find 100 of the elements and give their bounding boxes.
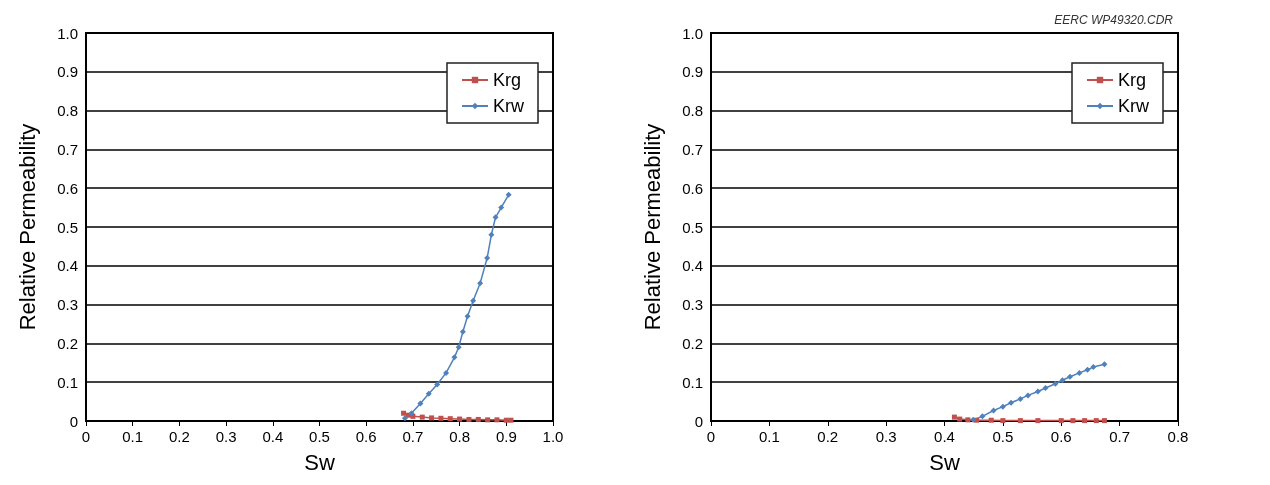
x-tick-label: 1.0 bbox=[542, 428, 564, 445]
legend-label: Krw bbox=[1118, 96, 1150, 116]
x-tick-label: 0.4 bbox=[934, 428, 955, 445]
point bbox=[434, 381, 441, 388]
point bbox=[492, 214, 499, 221]
point bbox=[425, 390, 432, 397]
point bbox=[965, 417, 971, 423]
y-tick-label: 0.5 bbox=[57, 218, 78, 236]
y-tick-label: 0.9 bbox=[57, 63, 78, 81]
point bbox=[484, 255, 491, 262]
y-tick-label: 0.1 bbox=[682, 373, 703, 391]
x-tick-label: 0.5 bbox=[992, 428, 1014, 445]
point bbox=[990, 407, 997, 414]
y-tick-label: 0 bbox=[694, 412, 703, 430]
y-tick-label: 0.2 bbox=[682, 334, 703, 352]
x-tick-label: 0.3 bbox=[875, 428, 897, 445]
point bbox=[429, 415, 435, 421]
y-tick-label: 0.5 bbox=[682, 218, 703, 236]
point bbox=[451, 354, 458, 361]
x-axis-title: Sw bbox=[304, 449, 335, 475]
point bbox=[1084, 366, 1091, 373]
y-tick-label: 1.0 bbox=[57, 24, 78, 42]
legend-label: Krw bbox=[493, 96, 525, 116]
point bbox=[1067, 373, 1074, 380]
point bbox=[505, 191, 512, 198]
y-tick-label: 0 bbox=[69, 412, 78, 430]
point bbox=[1076, 369, 1083, 376]
point bbox=[401, 410, 407, 416]
point bbox=[1101, 418, 1107, 424]
x-tick-label: 0.2 bbox=[817, 428, 839, 445]
y-tick-label: 0.8 bbox=[57, 102, 78, 120]
x-tick-label: 0.1 bbox=[122, 428, 144, 445]
point bbox=[488, 231, 495, 238]
point bbox=[417, 400, 424, 407]
y-tick-label: 0.8 bbox=[682, 102, 703, 120]
point bbox=[1042, 385, 1049, 392]
y-axis-title: Relative Permeability bbox=[14, 123, 40, 331]
x-tick-label: 0.7 bbox=[1109, 428, 1131, 445]
point bbox=[1008, 399, 1015, 406]
point bbox=[1082, 418, 1088, 424]
point bbox=[1024, 392, 1031, 399]
y-tick-label: 1.0 bbox=[682, 24, 703, 42]
point bbox=[459, 328, 466, 335]
text: EERC WP49320.CDR bbox=[1054, 13, 1174, 27]
point bbox=[951, 414, 957, 420]
point bbox=[979, 413, 986, 420]
point bbox=[498, 204, 505, 211]
y-tick-label: 0.3 bbox=[682, 296, 703, 314]
point bbox=[477, 280, 484, 287]
point bbox=[485, 417, 491, 423]
point bbox=[475, 416, 481, 422]
point bbox=[999, 403, 1006, 410]
x-tick-label: 0.1 bbox=[758, 428, 780, 445]
y-tick-label: 0.7 bbox=[57, 140, 78, 158]
point bbox=[1090, 364, 1097, 371]
x-tick-label: 0.6 bbox=[355, 428, 377, 445]
point bbox=[1035, 418, 1041, 424]
y-tick-label: 0.1 bbox=[57, 373, 78, 391]
y-tick-label: 0.4 bbox=[682, 257, 703, 275]
x-axis-title: Sw bbox=[929, 449, 960, 475]
x-tick-label: 0.6 bbox=[1050, 428, 1072, 445]
point bbox=[508, 417, 514, 423]
point bbox=[419, 414, 425, 420]
point bbox=[988, 417, 994, 423]
x-tick-label: 0.4 bbox=[262, 428, 284, 445]
point bbox=[494, 417, 500, 423]
point bbox=[1093, 418, 1099, 424]
point bbox=[438, 415, 444, 421]
y-tick-label: 0.3 bbox=[57, 296, 78, 314]
point bbox=[443, 369, 450, 376]
point bbox=[457, 416, 463, 422]
x-tick-label: 0.7 bbox=[402, 428, 424, 445]
x-tick-label: 0.8 bbox=[1167, 428, 1189, 445]
point bbox=[401, 415, 408, 422]
y-tick-label: 0.6 bbox=[682, 179, 703, 197]
x-tick-label: 0.8 bbox=[449, 428, 471, 445]
y-tick-label: 0.2 bbox=[57, 334, 78, 352]
point bbox=[1017, 418, 1023, 424]
point bbox=[470, 297, 477, 304]
x-tick-label: 0.3 bbox=[215, 428, 237, 445]
y-tick-label: 0.6 bbox=[57, 179, 78, 197]
legend-label: Krg bbox=[1118, 70, 1147, 90]
y-axis-title: Relative Permeability bbox=[639, 123, 665, 331]
point bbox=[1059, 377, 1066, 384]
y-tick-label: 0.7 bbox=[682, 140, 703, 158]
y-tick-label: 0.4 bbox=[57, 257, 78, 275]
point bbox=[1034, 388, 1041, 395]
x-tick-label: 0.9 bbox=[495, 428, 517, 445]
y-tick-label: 0.9 bbox=[682, 63, 703, 81]
legend-label: Krg bbox=[493, 70, 522, 90]
point bbox=[447, 416, 453, 422]
point bbox=[970, 416, 977, 423]
point bbox=[1101, 361, 1108, 368]
point bbox=[957, 416, 963, 422]
x-tick-label: 0 bbox=[706, 428, 716, 445]
x-tick-label: 0.2 bbox=[168, 428, 190, 445]
point bbox=[1052, 380, 1059, 387]
point bbox=[466, 416, 472, 422]
point bbox=[464, 313, 471, 320]
point bbox=[455, 344, 462, 351]
